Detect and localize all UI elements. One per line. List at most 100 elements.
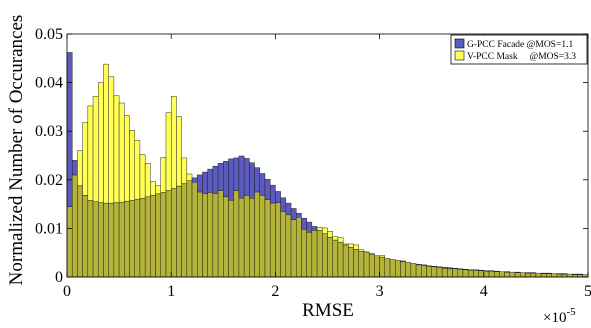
- overlap-bar: [478, 270, 485, 278]
- overlap-bar: [358, 251, 365, 278]
- overlap-bar: [197, 191, 203, 278]
- vpcc-bar: [139, 154, 146, 199]
- vpcc-bar: [98, 82, 104, 203]
- gpcc-bar: [301, 217, 307, 230]
- y-tick-label: 0.05: [35, 26, 63, 43]
- bars-layer: [66, 52, 589, 278]
- overlap-bar: [566, 273, 573, 278]
- vpcc-bar: [134, 140, 141, 200]
- y-tick-label: 0: [55, 269, 63, 286]
- gpcc-bar: [197, 174, 203, 193]
- vpcc-bar: [82, 122, 89, 196]
- overlap-bar: [395, 260, 401, 278]
- overlap-bar: [509, 271, 516, 278]
- overlap-bar: [228, 199, 234, 278]
- gpcc-bar: [254, 167, 260, 193]
- vpcc-bar: [144, 163, 151, 198]
- vpcc-bar: [181, 157, 188, 184]
- vpcc-bar: [124, 115, 130, 202]
- gpcc-bar: [66, 52, 73, 207]
- overlap-bar: [504, 271, 511, 278]
- gpcc-bar: [290, 208, 297, 220]
- gpcc-bar: [311, 226, 318, 231]
- gpcc-bar: [285, 202, 292, 216]
- gpcc-bar: [441, 267, 448, 269]
- vpcc-bar: [176, 116, 182, 187]
- gpcc-bar: [280, 197, 287, 212]
- vpcc-bar: [155, 185, 162, 195]
- vpcc-bar: [77, 150, 83, 186]
- overlap-bar: [264, 199, 271, 278]
- overlap-bar: [405, 262, 412, 278]
- gpcc-bar: [275, 191, 281, 203]
- vpcc-bar: [353, 244, 359, 250]
- overlap-bar: [134, 199, 141, 278]
- overlap-bar: [332, 239, 339, 278]
- overlap-bar: [342, 244, 349, 278]
- legend-swatch-gpcc: [454, 38, 465, 49]
- overlap-bar: [514, 272, 521, 278]
- overlap-bar: [92, 201, 99, 278]
- overlap-bar: [259, 195, 266, 278]
- overlap-bar: [223, 196, 229, 278]
- x-tick-label: 2: [271, 283, 279, 300]
- overlap-bar: [155, 193, 162, 278]
- vpcc-bar: [368, 252, 375, 255]
- vpcc-bar: [332, 236, 339, 241]
- vpcc-bar: [327, 231, 333, 238]
- overlap-bar: [520, 272, 526, 278]
- overlap-bar: [165, 190, 172, 278]
- overlap-bar: [207, 192, 214, 278]
- overlap-bar: [290, 219, 297, 278]
- gpcc-bar: [269, 184, 276, 204]
- vpcc-bar: [379, 255, 386, 258]
- overlap-bar: [87, 199, 94, 278]
- overlap-bar: [525, 272, 531, 278]
- overlap-bar: [118, 201, 125, 278]
- x-tick-label: 0: [63, 283, 71, 300]
- x-tick-label: 1: [167, 283, 175, 300]
- gpcc-bar: [238, 155, 245, 199]
- overlap-bar: [447, 268, 453, 278]
- overlap-bar: [66, 206, 73, 278]
- overlap-bar: [233, 190, 240, 278]
- overlap-bar: [431, 266, 438, 278]
- overlap-bar: [144, 196, 151, 278]
- overlap-bar: [415, 264, 422, 278]
- vpcc-bar: [342, 243, 349, 246]
- overlap-bar: [457, 268, 464, 278]
- overlap-bar: [530, 272, 537, 278]
- vpcc-bar: [186, 173, 193, 181]
- overlap-bar: [296, 216, 302, 278]
- overlap-bar: [374, 255, 380, 278]
- overlap-bar: [77, 185, 83, 278]
- overlap-bar: [436, 267, 443, 278]
- vpcc-bar: [118, 102, 125, 203]
- axes-layer: 0 1 2 3 4 5 0 0.01 0.02 0.03 0.04 0.05: [35, 26, 591, 300]
- gpcc-bar: [71, 160, 78, 176]
- gpcc-bar: [249, 162, 255, 199]
- overlap-bar: [546, 273, 552, 278]
- overlap-bar: [113, 202, 120, 278]
- gpcc-bar: [202, 171, 208, 194]
- overlap-bar: [82, 195, 89, 278]
- y-tick-label: 0.04: [35, 75, 63, 92]
- overlap-bar: [202, 193, 208, 278]
- overlap-bar: [488, 270, 495, 278]
- x-tick-label: 4: [480, 283, 488, 300]
- overlap-bar: [561, 273, 568, 278]
- overlap-bar: [280, 211, 287, 278]
- gpcc-bar: [207, 168, 214, 193]
- overlap-bar: [483, 270, 490, 278]
- overlap-bar: [384, 258, 391, 278]
- x-multiplier: ×10-5: [543, 306, 576, 326]
- x-multiplier-base: ×10: [543, 310, 566, 326]
- vpcc-bar: [108, 76, 115, 204]
- gpcc-bar: [191, 177, 198, 183]
- overlap-bar: [254, 191, 260, 278]
- gpcc-bar: [217, 163, 224, 191]
- plot-frame: [66, 33, 589, 278]
- vpcc-bar: [113, 95, 120, 203]
- vpcc-bar: [165, 112, 172, 191]
